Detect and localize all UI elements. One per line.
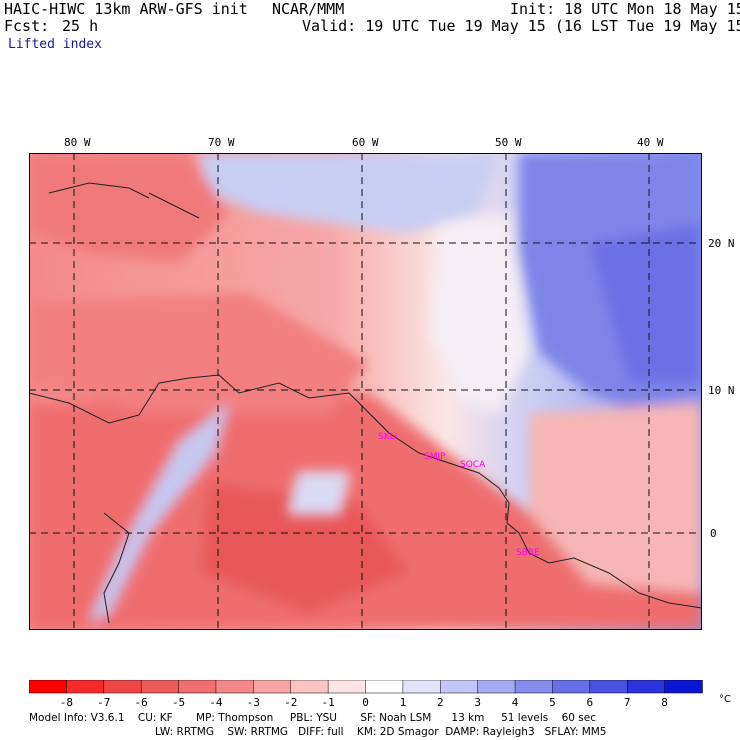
colorbar-swatch <box>552 680 591 694</box>
colorbar-tick-label: -7 <box>97 696 110 709</box>
colorbar-swatch <box>514 680 554 694</box>
lon-label-60w: 60 W <box>352 136 379 149</box>
colorbar-swatch <box>215 680 255 694</box>
colorbar-swatch <box>365 680 404 694</box>
colorbar-swatch <box>327 680 367 694</box>
colorbar-labels: -8 -7 -6 -5 -4 -3 -2 -1 0 1 2 3 4 5 6 7 8 °C <box>60 694 731 709</box>
valid-time: Valid: 19 UTC Tue 19 May 15 (16 LST Tue … <box>302 17 740 35</box>
forecast-label: Fcst: <box>4 17 50 35</box>
colorbar-swatch <box>477 680 516 694</box>
colorbar-tick-label: 7 <box>624 696 631 709</box>
model-title: HAIC-HIWC 13km ARW-GFS init <box>4 0 248 18</box>
lifted-index-map <box>29 153 702 630</box>
colorbar-tick-label: 6 <box>587 696 594 709</box>
colorbar-swatch <box>440 680 479 694</box>
colorbar-unit: °C <box>719 694 731 705</box>
colorbar-swatch <box>589 680 628 694</box>
colorbar-tick-label: 3 <box>474 696 481 709</box>
field-name: Lifted index <box>8 37 102 52</box>
colorbar-swatch <box>253 680 292 694</box>
colorbar-swatch <box>626 680 666 694</box>
colorbar-swatch <box>178 680 217 694</box>
colorbar-swatch <box>402 680 442 694</box>
field-shading <box>29 153 702 630</box>
model-info-line1: Model Info: V3.6.1 CU: KF MP: Thompson P… <box>29 712 596 724</box>
colorbar-tick-label: -3 <box>247 696 260 709</box>
colorbar-tick-label: 8 <box>661 696 668 709</box>
graticule <box>29 153 702 630</box>
lon-label-80w: 80 W <box>64 136 91 149</box>
lat-label-equator: 0 <box>710 527 717 540</box>
model-info-line2: LW: RRTMG SW: RRTMG DIFF: full KM: 2D Sm… <box>155 726 607 738</box>
colorbar-swatch <box>66 680 105 694</box>
station-sbbe: SBBE <box>516 548 540 558</box>
lat-label-20n: 20 N <box>708 237 735 250</box>
colorbar-tick-label: -4 <box>209 696 223 709</box>
colorbar-tick-label: -2 <box>284 696 297 709</box>
org-label: NCAR/MMM <box>272 0 345 18</box>
colorbar-swatch <box>664 680 703 694</box>
colorbar-tick-label: 1 <box>400 696 407 709</box>
colorbar-tick-label: -1 <box>321 696 334 709</box>
colorbar-swatches <box>29 680 703 694</box>
colorbar: -8 -7 -6 -5 -4 -3 -2 -1 0 1 2 3 4 5 6 7 8 °C <box>29 680 731 709</box>
colorbar-tick-label: -5 <box>172 696 185 709</box>
colorbar-tick-label: 2 <box>437 696 444 709</box>
coastlines <box>29 182 702 624</box>
colorbar-tick-label: 5 <box>549 696 556 709</box>
init-time: Init: 18 UTC Mon 18 May 15 <box>510 0 740 18</box>
station-smjp: SMJP <box>424 452 446 462</box>
colorbar-tick-label: -6 <box>135 696 148 709</box>
colorbar-swatch <box>290 680 329 694</box>
lat-label-10n: 10 N <box>708 384 735 397</box>
station-skli: SKLI <box>378 432 398 442</box>
colorbar-swatch <box>103 680 142 694</box>
colorbar-swatch <box>140 680 180 694</box>
colorbar-tick-label: 4 <box>512 696 519 709</box>
forecast-hour: 25 h <box>62 17 99 35</box>
colorbar-tick-label: 0 <box>362 696 369 709</box>
lon-label-50w: 50 W <box>495 136 522 149</box>
colorbar-tick-label: -8 <box>60 696 73 709</box>
lon-label-70w: 70 W <box>208 136 235 149</box>
station-soca: SOCA <box>460 460 486 470</box>
lon-label-40w: 40 W <box>637 136 664 149</box>
map-frame <box>29 153 702 630</box>
colorbar-swatch <box>29 680 68 694</box>
